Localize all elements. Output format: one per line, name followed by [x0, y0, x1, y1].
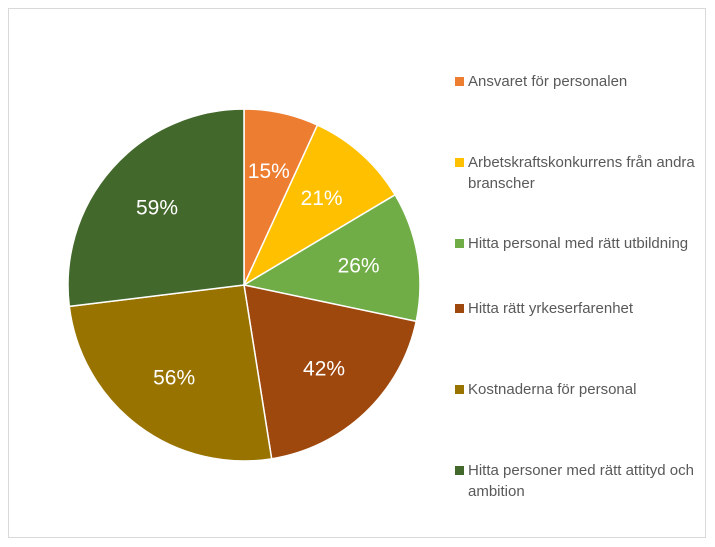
slice-data-label-2: 21% — [301, 187, 343, 210]
legend-swatch-6 — [455, 466, 464, 475]
legend-swatch-2 — [455, 158, 464, 167]
pie-slice-3 — [241, 193, 421, 323]
slice-data-label-1: 15% — [248, 160, 290, 183]
legend-label-4: Hitta rätt yrkeserfarenhet — [468, 300, 634, 317]
legend-item-6: Hitta personer med rätt attityd och ambi… — [455, 460, 715, 502]
legend-item-4: Hitta rätt yrkeserfarenhet — [455, 298, 715, 319]
legend-swatch-1 — [455, 77, 464, 86]
pie-slice-2 — [242, 124, 397, 287]
legend-label-3: Hitta personal med rätt utbildning — [468, 235, 689, 252]
chart-area: 15% 21% 26% 42% 56% 59% Ansvaret för personal… — [8, 8, 706, 538]
pie-chart: 15% 21% 26% 42% 56% 59% — [67, 108, 421, 462]
slice-data-label-5: 56% — [153, 366, 195, 389]
slice-data-label-4: 42% — [303, 358, 345, 381]
pie-slice-4 — [243, 284, 418, 460]
legend-label-6: Hitta personer med rätt attityd och ambi… — [468, 462, 694, 500]
legend-label-2: Arbetskraftskonkurrens från andra bransc… — [468, 154, 695, 192]
legend-item-3: Hitta personal med rätt utbildning — [455, 233, 715, 254]
legend-swatch-3 — [455, 239, 464, 248]
pie-slice-6 — [67, 108, 245, 308]
legend-label-5: Kostnaderna för personal — [468, 381, 637, 398]
legend-item-1: Ansvaret för personalen — [455, 71, 715, 92]
legend-item-5: Kostnaderna för personal — [455, 379, 715, 400]
pie-slice-5 — [68, 284, 273, 462]
legend-item-2: Arbetskraftskonkurrens från andra bransc… — [455, 152, 715, 194]
slice-data-label-3: 26% — [338, 254, 380, 277]
legend-swatch-5 — [455, 385, 464, 394]
legend-swatch-4 — [455, 304, 464, 313]
slice-data-label-6: 59% — [136, 197, 178, 220]
legend-label-1: Ansvaret för personalen — [468, 73, 628, 90]
